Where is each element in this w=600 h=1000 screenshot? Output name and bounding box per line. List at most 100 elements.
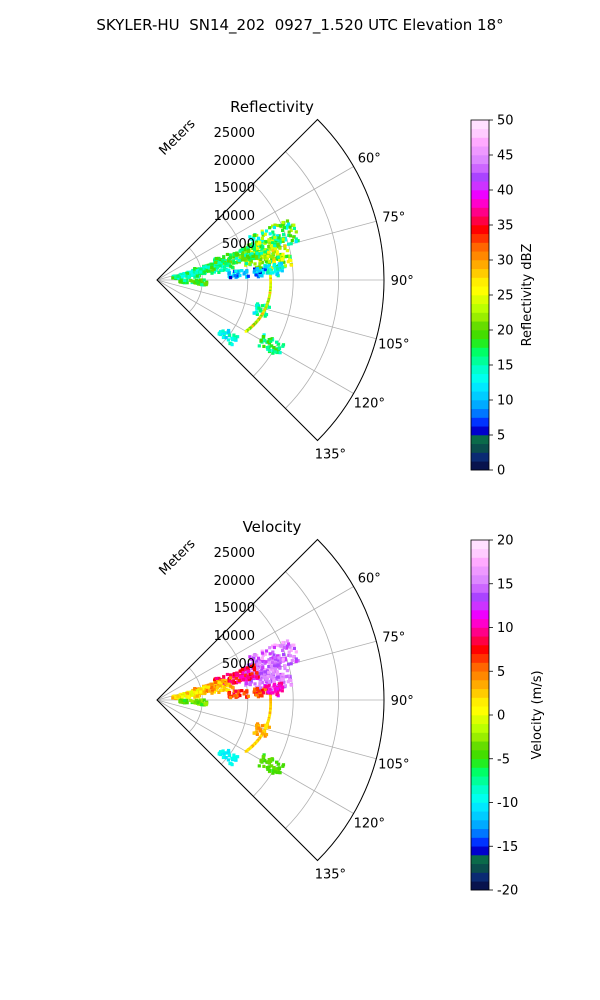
echo-gate: [264, 677, 268, 681]
echo-gate: [230, 336, 234, 340]
echo-gate: [242, 692, 246, 696]
radial-tick-label: 5000: [222, 237, 255, 252]
echo-gate: [203, 688, 207, 692]
echo-gate: [283, 238, 288, 242]
echo-gate: [272, 225, 276, 230]
echo-gate: [221, 679, 225, 683]
echo-gate: [266, 690, 270, 694]
echo-gate: [281, 659, 285, 663]
echo-gate: [292, 655, 296, 659]
echo-gate: [267, 765, 271, 769]
echo-gate: [254, 240, 259, 244]
colorbar-label: Reflectivity dBZ: [520, 244, 535, 347]
echo-gate: [195, 269, 199, 273]
echo-gate: [239, 677, 243, 681]
echo-gate: [187, 696, 191, 700]
echo-gate: [272, 346, 276, 350]
echo-gate: [206, 263, 210, 267]
echo-gate: [228, 673, 232, 677]
colorbar-swatch: [471, 443, 489, 453]
echo-gate: [228, 256, 233, 260]
echo-gate: [271, 650, 275, 654]
colorbar-swatch: [471, 767, 489, 777]
colorbar-swatch: [471, 277, 489, 287]
echo-gate: [276, 654, 280, 658]
echo-gate: [282, 260, 286, 264]
echo-gate: [238, 693, 242, 698]
echo-gate: [294, 660, 298, 664]
echo-gate: [273, 770, 277, 774]
echo-gate: [275, 250, 279, 254]
colorbar-swatch: [471, 837, 489, 847]
echo-gate: [212, 270, 216, 274]
colorbar-tick-label: 35: [497, 219, 514, 234]
echo-gate: [212, 687, 216, 691]
echo-gate: [182, 272, 187, 276]
sector-outline: [156, 538, 385, 862]
colorbar-swatch: [471, 207, 489, 217]
echo-gate: [275, 692, 279, 697]
echo-gate: [199, 690, 203, 694]
echo-gate: [245, 258, 249, 262]
echo-gate: [229, 680, 233, 684]
echo-gate: [199, 268, 203, 272]
echo-gate: [249, 237, 253, 241]
echo-gate: [263, 268, 267, 272]
echo-gate: [258, 271, 262, 275]
echo-gate: [253, 682, 257, 686]
echo-gate: [244, 262, 248, 266]
echo-gate: [259, 686, 263, 690]
echo-gate: [245, 254, 250, 258]
echo-gate: [276, 243, 280, 247]
echo-gate: [222, 331, 226, 336]
echo-gate: [294, 237, 298, 241]
colorbar-label: Velocity (m/s): [530, 670, 545, 759]
echo-gate: [202, 685, 206, 689]
colorbar-swatch: [471, 592, 489, 602]
echo-gate: [185, 691, 189, 695]
echo-gate: [281, 222, 285, 226]
echo-gate: [260, 656, 264, 660]
echo-gate: [180, 275, 184, 279]
colorbar-tick-label: 20: [497, 534, 514, 549]
colorbar-tick-label: 5: [497, 429, 505, 444]
echo-gate: [249, 657, 253, 661]
colorbar-swatch: [471, 575, 489, 585]
echo-gate: [282, 680, 286, 684]
echo-gate: [196, 281, 200, 285]
echo-gate: [248, 682, 252, 686]
echo-gate: [255, 303, 259, 307]
echo-gate: [270, 247, 274, 251]
echo-gate: [285, 219, 290, 223]
echo-gate: [228, 341, 232, 345]
colorbar-swatch: [471, 400, 489, 410]
colorbar-swatch: [471, 732, 489, 742]
colorbar-swatch: [471, 566, 489, 576]
echo-gate: [220, 264, 225, 269]
echo-gate: [285, 224, 289, 228]
colorbar-swatch: [471, 627, 489, 637]
echo-gate: [277, 342, 281, 346]
echo-gate: [276, 643, 280, 648]
radial-tick-label: 15000: [214, 601, 255, 616]
echo-gate: [211, 264, 215, 268]
echo-gate: [241, 251, 245, 255]
echo-gate: [258, 682, 262, 686]
echo-gate: [259, 274, 263, 278]
echo-gate: [267, 670, 271, 674]
echo-gate: [258, 729, 262, 733]
colorbar-swatch: [471, 715, 489, 725]
echo-gate: [281, 685, 285, 690]
echo-gate: [258, 309, 262, 313]
echo-gate: [246, 694, 250, 698]
echo-gate: [288, 234, 293, 238]
echo-gate: [275, 672, 279, 676]
echo-gate: [267, 260, 271, 264]
echo-gate: [254, 730, 258, 734]
figure-title: SKYLER-HU SN14_202 0927_1.520 UTC Elevat…: [96, 16, 504, 34]
echo-gate: [285, 639, 290, 643]
echo-gate: [246, 663, 250, 667]
polar-panel-refl: Reflectivity 5000 10000 15000 20000 25000 Mete…: [156, 98, 535, 479]
echo-gate: [264, 265, 268, 269]
echo-gate: [239, 257, 243, 261]
